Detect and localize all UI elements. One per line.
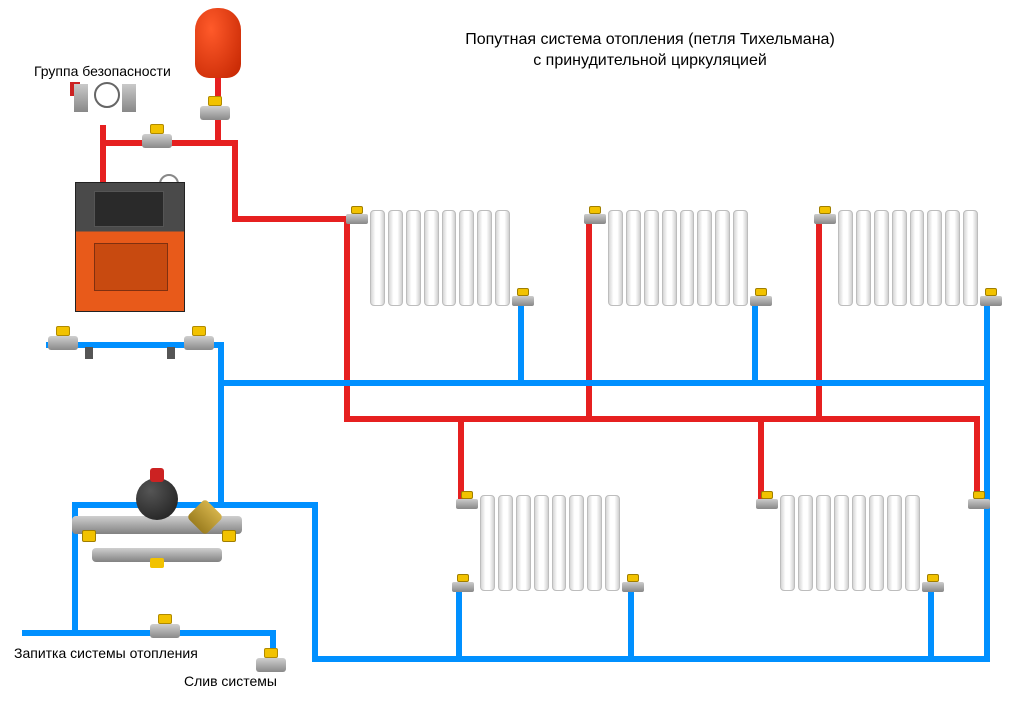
ball-valve — [200, 100, 230, 122]
pipe-hot — [232, 216, 350, 222]
radiator-valve — [814, 210, 836, 226]
pipe-hot — [344, 216, 350, 422]
label-safety-group: Группа безопасности — [34, 62, 171, 80]
ball-valve-fill — [150, 618, 180, 640]
radiator — [480, 495, 620, 591]
radiator-valve — [922, 578, 944, 594]
radiator-valve — [980, 292, 1002, 308]
pipe-cold — [628, 588, 634, 662]
pipe-cold — [312, 502, 318, 662]
boiler-door — [94, 191, 164, 227]
title-line-1: Попутная система отопления (петля Тихель… — [465, 31, 835, 48]
radiator-valve — [756, 495, 778, 511]
pipe-hot — [974, 416, 980, 502]
pipe-hot — [344, 416, 980, 422]
title-line-2: с принудительной циркуляцией — [533, 52, 767, 69]
pipe-cold — [518, 380, 758, 386]
radiator-valve — [968, 495, 990, 511]
label-system-fill: Запитка системы отопления — [14, 644, 198, 662]
pipe-hot — [458, 416, 464, 502]
pipe-cold — [752, 380, 990, 386]
boiler — [75, 182, 185, 347]
valve-handle-icon — [82, 530, 96, 542]
pipe-cold — [518, 300, 524, 386]
radiator-valve — [452, 578, 474, 594]
radiator-valve — [456, 495, 478, 511]
valve-handle-icon — [222, 530, 236, 542]
ball-valve-drain — [256, 652, 286, 674]
expansion-tank — [195, 8, 241, 78]
pipe-cold — [984, 300, 990, 662]
radiator — [370, 210, 510, 306]
diagram-title: Попутная система отопления (петля Тихель… — [440, 30, 860, 72]
boiler-body — [75, 182, 185, 312]
ball-valve — [184, 330, 214, 352]
safety-group — [70, 82, 140, 126]
radiator-valve — [512, 292, 534, 308]
pipe-hot — [586, 216, 592, 422]
valve-handle-icon — [150, 558, 164, 568]
radiator-valve — [346, 210, 368, 226]
pipe-cold — [456, 588, 462, 662]
radiator-valve — [584, 210, 606, 226]
pipe-hot — [100, 125, 106, 185]
circulation-pump-icon — [136, 478, 178, 520]
pipe-cold — [22, 630, 276, 636]
radiator — [608, 210, 748, 306]
boiler-ash-door — [94, 243, 168, 291]
air-vent-icon — [122, 84, 136, 112]
boiler-legs — [85, 347, 175, 359]
pipe-cold — [928, 588, 934, 662]
pipe-cold — [752, 300, 758, 386]
label-system-drain: Слив системы — [184, 672, 277, 690]
ball-valve — [48, 330, 78, 352]
pipe-cold — [312, 656, 990, 662]
pipe-hot — [758, 416, 764, 502]
radiator-valve — [622, 578, 644, 594]
ball-valve — [142, 128, 172, 150]
radiator — [838, 210, 978, 306]
pipe-hot — [232, 140, 238, 222]
pressure-gauge-icon — [94, 82, 120, 108]
radiator-valve — [750, 292, 772, 308]
radiator — [780, 495, 920, 591]
air-vent-icon — [74, 84, 88, 112]
pump-assembly — [72, 470, 242, 550]
pipe-cold — [218, 380, 524, 386]
pipe-hot — [816, 216, 822, 422]
